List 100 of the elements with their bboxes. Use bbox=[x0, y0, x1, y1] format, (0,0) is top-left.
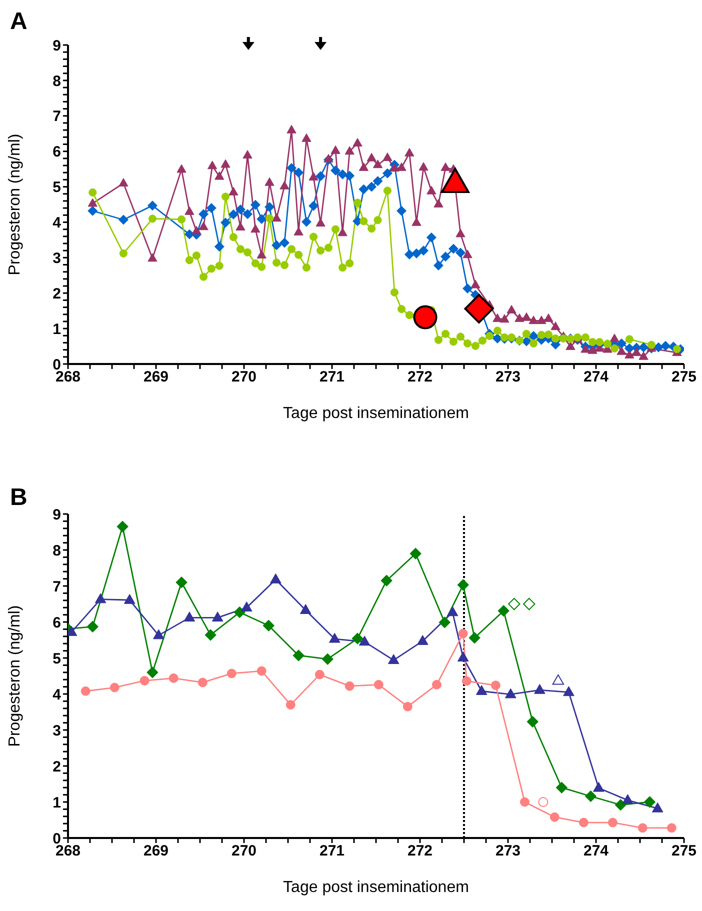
point bbox=[468, 632, 480, 644]
point bbox=[94, 593, 106, 604]
point bbox=[300, 604, 312, 614]
point bbox=[458, 628, 468, 638]
point bbox=[457, 652, 469, 662]
x-tick-label: 275 bbox=[671, 368, 697, 386]
point bbox=[344, 681, 354, 691]
x-tick-label: 271 bbox=[319, 368, 345, 386]
point bbox=[352, 632, 364, 644]
point bbox=[608, 818, 618, 828]
point bbox=[402, 702, 412, 712]
x-tick-label: 269 bbox=[143, 368, 169, 386]
point bbox=[204, 629, 216, 641]
y-tick-label: 8 bbox=[52, 72, 61, 90]
x-tick-label: 275 bbox=[671, 842, 697, 860]
point bbox=[292, 650, 304, 662]
point bbox=[666, 823, 676, 833]
x-axis-title: Tage post inseminationem bbox=[283, 405, 469, 422]
point bbox=[520, 797, 530, 807]
point bbox=[152, 629, 164, 640]
point bbox=[508, 598, 520, 610]
y-axis-title: Progesteron (ng/ml) bbox=[6, 134, 24, 276]
y-tick-label: 6 bbox=[52, 614, 61, 632]
point bbox=[226, 668, 236, 678]
point bbox=[212, 612, 224, 622]
point bbox=[110, 682, 120, 692]
point bbox=[176, 576, 188, 588]
y-tick-label: 1 bbox=[52, 794, 61, 812]
point bbox=[462, 676, 472, 686]
x-tick-label: 270 bbox=[231, 368, 257, 386]
point bbox=[86, 620, 99, 633]
point bbox=[652, 802, 664, 812]
point bbox=[552, 674, 564, 685]
point bbox=[198, 678, 208, 688]
y-tick-label: 3 bbox=[52, 722, 61, 740]
y-tick-label: 4 bbox=[52, 686, 62, 704]
x-tick-label: 274 bbox=[583, 842, 610, 860]
y-tick-label: 1 bbox=[52, 320, 61, 338]
point bbox=[262, 620, 275, 632]
point bbox=[322, 653, 334, 665]
point bbox=[234, 606, 246, 618]
chart-title: B bbox=[10, 484, 28, 512]
point bbox=[256, 666, 266, 676]
y-tick-label: 9 bbox=[52, 506, 61, 524]
point bbox=[240, 602, 252, 612]
point bbox=[328, 632, 340, 643]
y-tick-label: 3 bbox=[52, 250, 61, 267]
point bbox=[584, 790, 597, 802]
point bbox=[410, 548, 422, 560]
x-tick-label: 268 bbox=[55, 842, 81, 860]
y-axis-title: Progesteron (ng/ml) bbox=[6, 605, 24, 747]
point bbox=[432, 680, 442, 690]
point bbox=[358, 636, 370, 646]
point bbox=[504, 688, 516, 698]
y-tick-label: 7 bbox=[52, 108, 61, 126]
y-tick-label: 5 bbox=[52, 179, 61, 196]
point bbox=[146, 666, 158, 678]
point bbox=[526, 716, 539, 728]
point bbox=[286, 700, 296, 710]
point bbox=[563, 686, 574, 696]
point bbox=[498, 604, 510, 617]
chart-title: A bbox=[10, 8, 28, 36]
y-tick-label: 5 bbox=[52, 650, 61, 668]
x-axis-title: Tage post inseminationem bbox=[283, 879, 469, 896]
point bbox=[168, 673, 178, 683]
point bbox=[184, 612, 196, 622]
point bbox=[124, 594, 136, 604]
y-tick-label: 8 bbox=[52, 542, 61, 560]
point bbox=[116, 520, 128, 532]
x-tick-label: 271 bbox=[319, 842, 345, 860]
x-tick-label: 272 bbox=[407, 842, 433, 860]
point bbox=[522, 598, 536, 610]
point bbox=[490, 680, 500, 690]
point bbox=[388, 654, 400, 664]
x-tick-label: 272 bbox=[407, 368, 433, 386]
x-tick-label: 270 bbox=[231, 842, 257, 860]
x-tick-label: 268 bbox=[55, 368, 81, 386]
point bbox=[622, 794, 634, 804]
point bbox=[592, 782, 604, 792]
point bbox=[446, 606, 458, 616]
x-tick-label: 273 bbox=[495, 842, 521, 860]
point bbox=[80, 686, 90, 696]
y-tick-label: 2 bbox=[52, 285, 61, 302]
y-tick-label: 6 bbox=[52, 144, 61, 161]
point bbox=[538, 797, 548, 807]
point bbox=[457, 579, 469, 591]
point bbox=[380, 574, 392, 586]
point bbox=[638, 823, 648, 833]
point bbox=[644, 796, 656, 808]
x-tick-label: 269 bbox=[143, 842, 169, 860]
y-tick-label: 4 bbox=[52, 214, 62, 232]
point bbox=[270, 573, 282, 584]
y-tick-label: 9 bbox=[52, 37, 61, 54]
point bbox=[374, 680, 384, 690]
point bbox=[550, 812, 560, 822]
x-tick-label: 274 bbox=[583, 368, 610, 386]
point bbox=[578, 818, 588, 828]
y-tick-label: 7 bbox=[52, 578, 61, 596]
point bbox=[416, 634, 428, 645]
point bbox=[140, 676, 150, 686]
